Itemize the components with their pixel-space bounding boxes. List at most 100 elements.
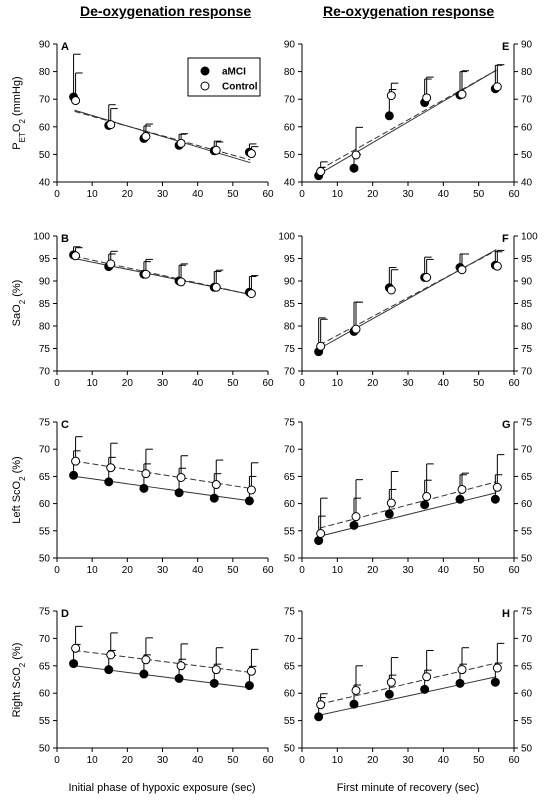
panel-label: G xyxy=(502,419,511,431)
y-tick-label: 40 xyxy=(284,178,296,189)
y-tick-label: 65 xyxy=(39,661,51,672)
y-axis-label: Left ScO2 (%) xyxy=(11,456,27,523)
y-tick-label: 55 xyxy=(39,526,51,537)
data-point-control xyxy=(457,665,467,675)
trend-line-control xyxy=(319,249,497,346)
y-tick-label-right: 65 xyxy=(521,472,533,483)
y-tick-label: 80 xyxy=(284,67,296,78)
y-tick-label: 50 xyxy=(39,554,51,565)
x-tick-label: 30 xyxy=(402,189,414,200)
y-axis-label-part: Right ScO xyxy=(11,667,23,718)
y-tick-label: 75 xyxy=(284,344,296,355)
x-tick-label: 0 xyxy=(54,565,60,576)
data-point-amci xyxy=(174,673,184,683)
y-tick-label-right: 75 xyxy=(521,607,533,618)
data-point-control xyxy=(457,484,467,494)
x-tick-label: 40 xyxy=(438,755,450,766)
x-tick-label: 0 xyxy=(299,378,305,389)
y-tick-label: 80 xyxy=(284,322,296,333)
y-tick-label: 60 xyxy=(39,499,51,510)
y-tick-label-right: 65 xyxy=(521,661,533,672)
data-point-control xyxy=(246,149,256,159)
y-tick-label: 65 xyxy=(284,661,296,672)
y-axis-label-part: P xyxy=(11,142,23,149)
data-point-amci xyxy=(104,665,114,675)
y-axis-label-sub: 2 xyxy=(18,299,27,304)
y-tick-label-right: 60 xyxy=(521,499,533,510)
panel-B: 0 10 20 30 40 50 60 70 75 80 85 90 95 100 B xyxy=(33,232,274,390)
x-tick-label: 60 xyxy=(262,565,274,576)
data-point-amci xyxy=(104,477,114,487)
data-point-amci xyxy=(455,678,465,688)
y-tick-label-right: 60 xyxy=(521,689,533,700)
y-tick-label: 55 xyxy=(284,716,296,727)
y-tick-label: 90 xyxy=(39,277,51,288)
data-point-control xyxy=(106,463,116,473)
x-tick-label: 40 xyxy=(192,755,204,766)
y-tick-label-right: 55 xyxy=(521,526,533,537)
panel-label: F xyxy=(502,233,509,245)
y-tick-label: 70 xyxy=(284,367,296,378)
x-tick-label: 50 xyxy=(473,378,485,389)
y-tick-label-right: 80 xyxy=(521,67,533,78)
y-tick-label: 80 xyxy=(39,67,51,78)
data-point-control xyxy=(176,138,186,148)
data-point-control xyxy=(246,289,256,299)
data-point-control xyxy=(246,666,256,676)
x-tick-label: 60 xyxy=(262,189,274,200)
y-tick-label: 70 xyxy=(39,95,51,106)
data-point-control xyxy=(422,492,432,502)
x-tick-label: 60 xyxy=(508,565,520,576)
column-title-left: De-oxygenation response xyxy=(80,3,252,19)
panel-C: 0 10 20 30 40 50 60 50 55 60 65 70 75 C xyxy=(39,418,274,577)
y-axis-label-part: (%) xyxy=(11,280,23,300)
y-tick-label-right: 75 xyxy=(521,418,533,429)
x-tick-label: 10 xyxy=(87,565,99,576)
y-tick-label-right: 100 xyxy=(521,232,538,243)
y-tick-label: 70 xyxy=(39,445,51,456)
y-tick-label: 50 xyxy=(284,744,296,755)
data-point-control xyxy=(106,259,116,269)
x-tick-label: 0 xyxy=(299,755,305,766)
data-point-amci xyxy=(349,520,359,530)
panel-label: H xyxy=(502,608,510,620)
x-tick-label: 20 xyxy=(122,189,134,200)
x-tick-label: 20 xyxy=(367,565,379,576)
y-tick-label: 60 xyxy=(39,122,51,133)
x-tick-label: 50 xyxy=(227,565,239,576)
data-point-control xyxy=(141,469,151,479)
data-point-control xyxy=(492,482,502,492)
y-tick-label-right: 70 xyxy=(521,367,533,378)
y-tick-label: 85 xyxy=(39,299,51,310)
y-axis-label-part: SaO xyxy=(11,304,23,326)
x-tick-label: 40 xyxy=(192,378,204,389)
x-tick-label: 0 xyxy=(54,755,60,766)
data-point-amci xyxy=(69,470,79,480)
data-point-control xyxy=(176,277,186,287)
x-tick-label: 0 xyxy=(54,378,60,389)
data-point-control xyxy=(492,261,502,271)
x-axis-label-left: Initial phase of hypoxic exposure (sec) xyxy=(68,782,255,794)
data-point-control xyxy=(246,485,256,495)
x-tick-label: 20 xyxy=(122,755,134,766)
x-tick-label: 0 xyxy=(54,189,60,200)
trend-line-control xyxy=(74,460,251,489)
y-tick-label: 60 xyxy=(39,689,51,700)
data-point-amci xyxy=(349,163,359,173)
y-tick-label: 65 xyxy=(284,472,296,483)
data-point-amci xyxy=(490,494,500,504)
x-tick-label: 20 xyxy=(367,755,379,766)
trend-line-amci xyxy=(74,665,251,689)
data-point-amci xyxy=(490,677,500,687)
data-point-control xyxy=(211,145,221,155)
x-tick-label: 20 xyxy=(367,378,379,389)
x-tick-label: 60 xyxy=(508,378,520,389)
data-point-amci xyxy=(455,494,465,504)
data-point-control xyxy=(351,685,361,695)
panel-label: D xyxy=(61,608,69,620)
data-point-amci xyxy=(209,678,219,688)
